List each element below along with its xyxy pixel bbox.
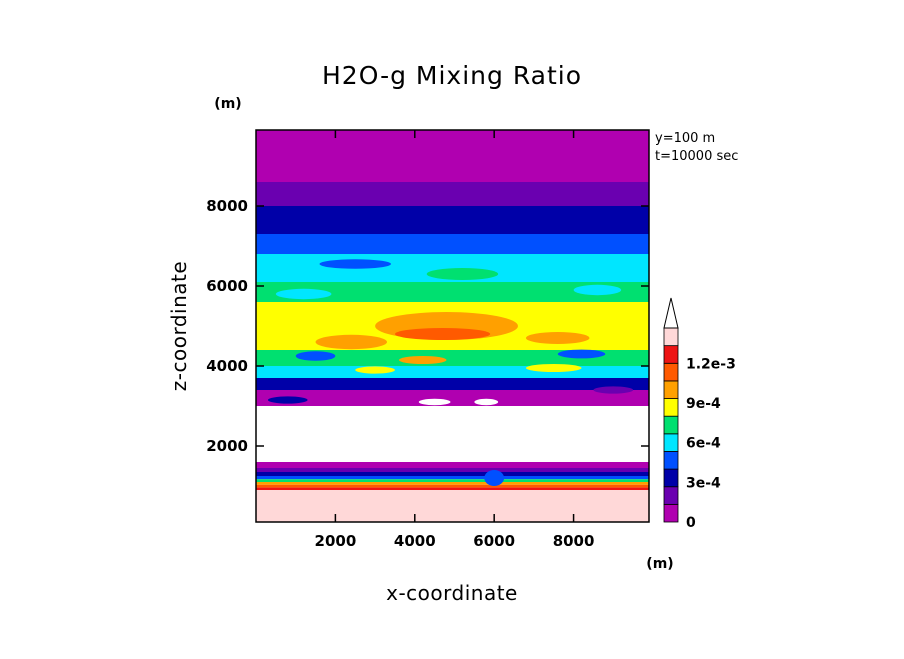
x-tick-label-2000: 2000 [315, 532, 357, 550]
y-tick-label-2000: 2000 [206, 437, 248, 455]
y-axis: 2000 4000 6000 8000 [206, 197, 649, 455]
contour-blob-12 [573, 284, 622, 296]
colorbar-segment-0 [663, 503, 679, 523]
contour-band-0 [256, 130, 649, 182]
contour-blob-1 [394, 328, 491, 340]
colorbar-segment-7 [663, 380, 679, 399]
colorbar-label-0: 0 [686, 515, 696, 531]
contour-blob-8 [398, 356, 447, 364]
colorbar-segment-9 [663, 345, 679, 364]
contour-blob-16 [267, 396, 308, 404]
colorbar-segment-6 [663, 398, 679, 417]
contour-band-19 [256, 487, 649, 490]
colorbar-segment-10 [663, 327, 679, 347]
colorbar-label-3: 9e-4 [686, 396, 721, 412]
contour-band-5 [256, 282, 649, 302]
y-tick-label-4000: 4000 [206, 357, 248, 375]
contour-blob-11 [275, 288, 332, 300]
contour-band-17 [256, 482, 649, 485]
contour-band-15 [256, 476, 649, 480]
x-unit-label: (m) [646, 556, 673, 572]
colorbar-extend-arrow [663, 297, 679, 329]
colorbar: 0 3e-4 6e-4 9e-4 1.2e-3 [663, 297, 736, 531]
colorbar-segment-1 [663, 486, 679, 505]
contour-blob-19 [484, 470, 505, 486]
y-axis-label: z-coordinate [167, 261, 191, 391]
x-tick-label-8000: 8000 [553, 532, 595, 550]
contour-blob-5 [502, 309, 550, 319]
colorbar-label-4: 1.2e-3 [686, 356, 736, 372]
contour-blob-13 [426, 268, 499, 280]
contour-band-10 [256, 390, 649, 406]
contour-blob-14 [319, 259, 391, 269]
contour-band-8 [256, 366, 649, 378]
colorbar-segment-5 [663, 415, 679, 435]
y-unit-label: (m) [214, 96, 241, 112]
colorbar-segment-3 [663, 451, 679, 470]
contour-blob-6 [295, 351, 336, 361]
contour-blob-4 [347, 307, 403, 317]
x-axis: 2000 4000 6000 8000 [315, 130, 595, 550]
colorbar-label-1: 3e-4 [686, 475, 721, 491]
y-tick-label-8000: 8000 [206, 197, 248, 215]
annotation-y: y=100 m [655, 131, 715, 146]
contour-band-16 [256, 479, 649, 482]
contour-blob-10 [355, 366, 395, 374]
colorbar-segment-2 [663, 468, 679, 488]
colorbar-segment-8 [663, 362, 679, 382]
contour-band-3 [256, 234, 649, 254]
x-axis-label: x-coordinate [386, 581, 518, 605]
plot-frame [255, 129, 650, 523]
contour-band-20 [256, 490, 649, 522]
contour-band-12 [256, 462, 649, 468]
contour-blob-3 [525, 332, 590, 344]
contour-blob-18 [474, 398, 499, 406]
colorbar-label-2: 6e-4 [686, 436, 721, 452]
contour-blob-2 [315, 334, 387, 350]
annotation-t: t=10000 sec [655, 149, 738, 164]
chart-title: H2O-g Mixing Ratio [322, 61, 582, 90]
contour-band-1 [256, 182, 649, 206]
contour-blob-9 [525, 364, 582, 372]
y-tick-label-6000: 6000 [206, 277, 248, 295]
contour-band-14 [256, 472, 649, 476]
colorbar-segment-4 [663, 433, 679, 452]
contour-band-13 [256, 468, 649, 472]
contour-field [256, 130, 649, 522]
contour-band-7 [256, 350, 649, 366]
contour-band-2 [256, 206, 649, 234]
contour-blob-15 [593, 386, 634, 394]
x-tick-label-6000: 6000 [473, 532, 515, 550]
contour-blob-17 [418, 398, 451, 406]
contour-band-9 [256, 378, 649, 390]
contour-band-18 [256, 484, 649, 488]
x-tick-label-4000: 4000 [394, 532, 436, 550]
contour-blob-7 [557, 349, 606, 359]
contour-band-11 [256, 406, 649, 462]
